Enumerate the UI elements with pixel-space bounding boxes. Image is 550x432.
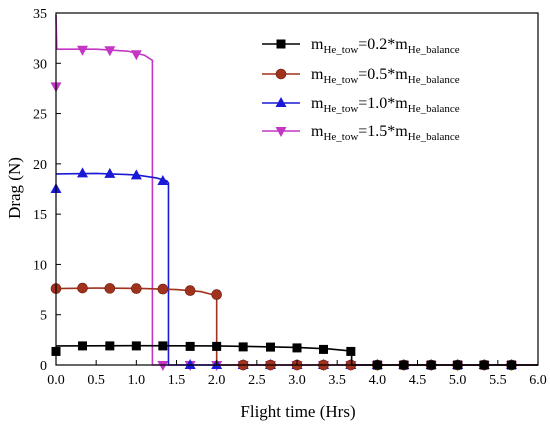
x-tick-label: 1.0 bbox=[128, 373, 146, 388]
x-tick-label: 3.0 bbox=[288, 373, 306, 388]
legend-marker bbox=[275, 127, 287, 137]
x-tick-label: 4.0 bbox=[369, 373, 387, 388]
legend-entry-1: mHe_tow=0.2*mHe_balance bbox=[262, 36, 460, 56]
data-point bbox=[212, 341, 222, 351]
data-point bbox=[292, 343, 302, 353]
legend-label-part: =0.2*m bbox=[358, 36, 408, 53]
legend-label-part: m bbox=[311, 123, 324, 140]
series-layer bbox=[50, 14, 538, 371]
series-2 bbox=[50, 282, 538, 371]
legend-label-part: m bbox=[311, 36, 324, 53]
y-tick-label: 25 bbox=[33, 108, 47, 123]
legend-label: mHe_tow=1.5*mHe_balance bbox=[311, 123, 460, 143]
data-point bbox=[184, 359, 196, 369]
data-point bbox=[104, 283, 116, 294]
y-tick-label: 20 bbox=[33, 158, 47, 173]
legend: mHe_tow=0.2*mHe_balancemHe_tow=0.5*mHe_b… bbox=[262, 36, 460, 143]
data-point bbox=[130, 50, 142, 61]
x-tick-label: 5.0 bbox=[449, 373, 467, 388]
data-point bbox=[77, 45, 89, 56]
x-tick-label: 0.5 bbox=[87, 373, 105, 388]
data-point bbox=[131, 283, 142, 294]
data-point bbox=[265, 342, 275, 352]
data-point bbox=[105, 341, 115, 351]
y-tick-label: 15 bbox=[33, 208, 47, 223]
data-point bbox=[157, 361, 169, 371]
data-point bbox=[157, 283, 169, 295]
y-axis-label: Drag (N) bbox=[5, 157, 24, 219]
series-line bbox=[55, 172, 538, 366]
legend-marker bbox=[275, 97, 287, 107]
legend-label-part: =1.5*m bbox=[358, 123, 408, 140]
ticks-layer: 0.0 0.5 1.0 1.5 2.0 2.5 3.0 3.5 4.0 4.5 5.0 5.5 6.0 0… bbox=[33, 7, 547, 388]
legend-entry-2: mHe_tow=0.5*mHe_balance bbox=[262, 66, 460, 86]
legend-label-part: =0.5*m bbox=[358, 66, 408, 83]
y-tick-label: 35 bbox=[33, 7, 47, 22]
data-point bbox=[184, 285, 196, 296]
x-tick-label: 2.5 bbox=[248, 373, 266, 388]
x-tick-label: 4.5 bbox=[409, 373, 427, 388]
x-tick-label: 3.5 bbox=[328, 373, 346, 388]
data-point bbox=[157, 174, 169, 185]
data-point bbox=[104, 167, 116, 178]
y-tick-label: 30 bbox=[33, 57, 47, 72]
legend-label-part: He_tow bbox=[323, 103, 358, 115]
legend-label-part: He_balance bbox=[408, 74, 460, 86]
x-tick-label: 1.5 bbox=[168, 373, 186, 388]
legend-label: mHe_tow=0.2*mHe_balance bbox=[311, 36, 460, 56]
data-point bbox=[319, 344, 329, 354]
data-point bbox=[77, 282, 88, 294]
data-point bbox=[185, 341, 195, 351]
y-tick-label: 5 bbox=[40, 309, 47, 324]
series-4 bbox=[50, 14, 538, 371]
data-point bbox=[238, 342, 248, 352]
legend-label-part: He_balance bbox=[408, 103, 460, 115]
legend-label-part: He_balance bbox=[408, 131, 460, 143]
legend-label-part: =1.0*m bbox=[358, 95, 408, 112]
legend-label-part: He_tow bbox=[323, 44, 358, 56]
series-line bbox=[55, 14, 538, 366]
legend-label-part: He_tow bbox=[323, 74, 358, 86]
legend-marker bbox=[275, 68, 287, 80]
series-3 bbox=[50, 167, 538, 369]
y-tick-label: 10 bbox=[33, 258, 47, 273]
x-tick-label: 0.0 bbox=[47, 373, 65, 388]
legend-label: mHe_tow=1.0*mHe_balance bbox=[311, 95, 460, 115]
x-tick-label: 5.5 bbox=[489, 373, 507, 388]
y-tick-label: 0 bbox=[40, 359, 47, 374]
legend-entry-4: mHe_tow=1.5*mHe_balance bbox=[262, 123, 460, 143]
data-point bbox=[158, 341, 168, 351]
data-point bbox=[78, 341, 88, 351]
data-point bbox=[104, 46, 116, 57]
x-tick-label: 6.0 bbox=[529, 373, 547, 388]
data-point bbox=[77, 167, 89, 178]
legend-entry-3: mHe_tow=1.0*mHe_balance bbox=[262, 95, 460, 115]
data-point bbox=[211, 289, 222, 300]
x-tick-label: 2.0 bbox=[208, 373, 226, 388]
legend-marker bbox=[276, 39, 286, 49]
data-point bbox=[346, 346, 356, 356]
legend-label-part: m bbox=[311, 95, 324, 112]
legend-label-part: He_tow bbox=[323, 131, 358, 143]
plot-frame bbox=[55, 12, 539, 366]
data-point bbox=[130, 169, 142, 180]
legend-label: mHe_tow=0.5*mHe_balance bbox=[311, 66, 460, 86]
legend-label-part: m bbox=[311, 66, 324, 83]
series-line bbox=[55, 287, 538, 366]
data-point bbox=[131, 341, 141, 351]
legend-label-part: He_balance bbox=[408, 44, 460, 56]
x-axis-label: Flight time (Hrs) bbox=[240, 402, 355, 421]
